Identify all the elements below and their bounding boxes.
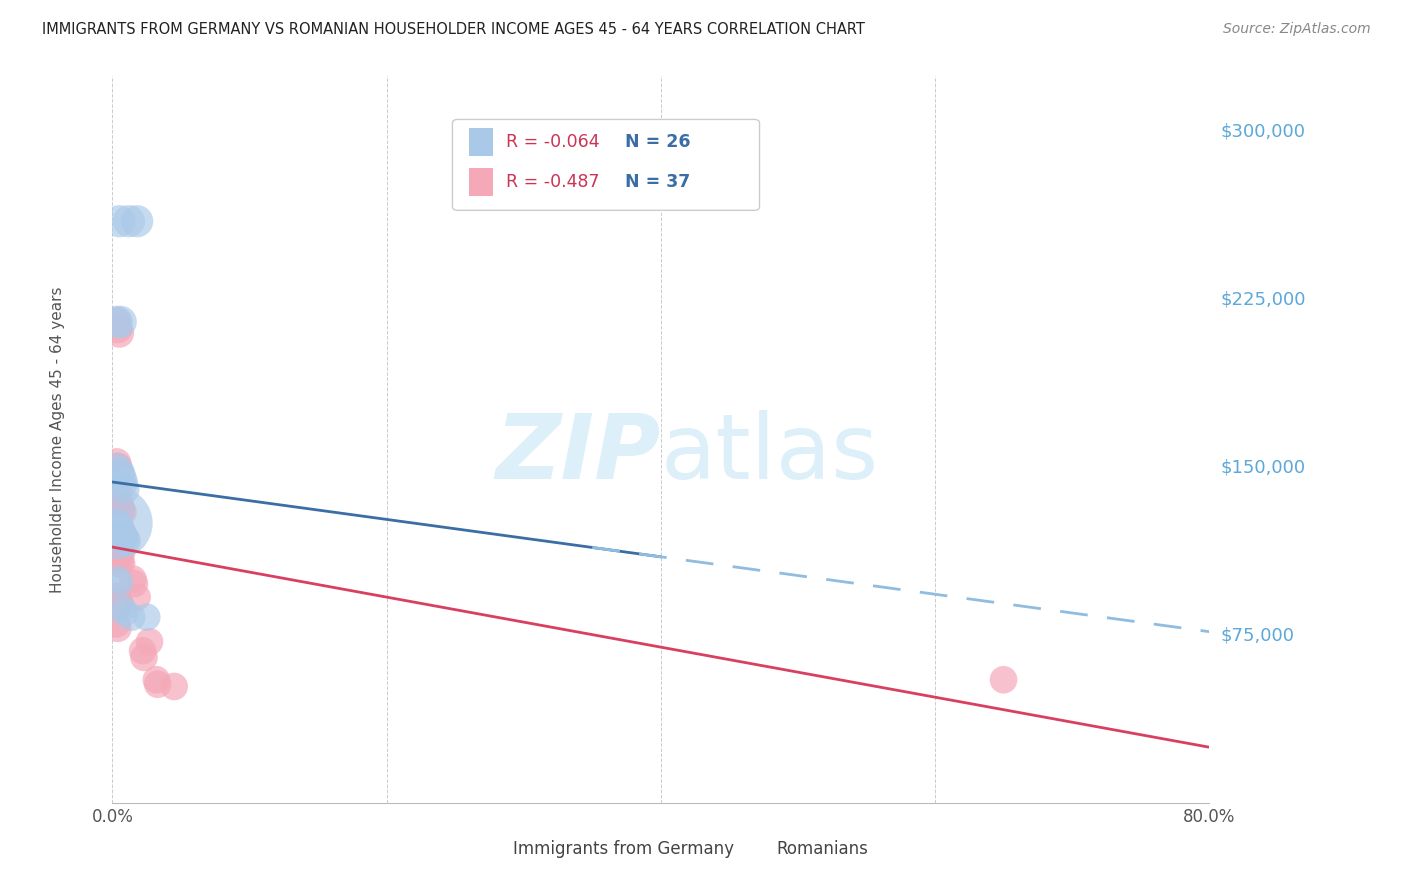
Point (107, 621, 129, 635)
Point (108, 326, 131, 340)
Text: atlas: atlas (661, 409, 879, 498)
Point (107, 541, 129, 555)
Point (108, 523, 131, 537)
Point (127, 590, 149, 604)
Point (105, 616, 128, 631)
Point (107, 518, 129, 533)
Point (107, 493, 129, 508)
Point (111, 527, 134, 541)
Point (111, 527, 134, 541)
Point (146, 677, 169, 691)
Point (114, 483, 136, 497)
Text: $75,000: $75,000 (1220, 626, 1294, 644)
Point (110, 315, 132, 329)
Text: $300,000: $300,000 (1220, 123, 1305, 141)
Point (122, 572, 145, 586)
Point (108, 554, 131, 568)
Point (108, 465, 131, 479)
Point (110, 467, 132, 481)
Point (107, 321, 129, 335)
Text: Source: ZipAtlas.com: Source: ZipAtlas.com (1223, 22, 1371, 37)
Text: Householder Income Ages 45 - 64 years: Householder Income Ages 45 - 64 years (51, 286, 65, 592)
Point (105, 516, 128, 531)
Point (110, 523, 132, 537)
Point (138, 634, 160, 648)
Text: $225,000: $225,000 (1220, 291, 1306, 309)
Point (132, 650, 155, 665)
Point (111, 505, 134, 519)
Point (127, 214, 149, 228)
Point (108, 498, 131, 512)
Text: ZIP: ZIP (495, 409, 661, 498)
Point (107, 594, 129, 608)
Point (108, 214, 131, 228)
Point (105, 456, 128, 470)
Point (110, 545, 132, 559)
Point (163, 680, 186, 694)
FancyBboxPatch shape (453, 120, 759, 211)
Point (124, 576, 146, 591)
Point (108, 543, 131, 558)
Point (121, 610, 143, 624)
Point (107, 549, 129, 564)
Text: IMMIGRANTS FROM GERMANY VS ROMANIAN HOUSEHOLDER INCOME AGES 45 - 64 YEARS CORREL: IMMIGRANTS FROM GERMANY VS ROMANIAN HOUS… (42, 22, 865, 37)
Point (112, 475, 135, 490)
Point (105, 516, 128, 531)
Point (145, 673, 167, 687)
Point (135, 610, 157, 624)
FancyBboxPatch shape (727, 832, 765, 864)
Point (105, 460, 128, 475)
Point (107, 460, 129, 475)
Text: Romanians: Romanians (776, 839, 868, 857)
Point (105, 590, 128, 604)
Text: N = 26: N = 26 (624, 133, 690, 151)
Point (131, 643, 153, 657)
Text: $150,000: $150,000 (1220, 458, 1305, 476)
Point (110, 502, 132, 516)
FancyBboxPatch shape (464, 832, 502, 864)
Point (112, 530, 135, 544)
Point (107, 572, 129, 586)
Point (111, 471, 134, 485)
FancyBboxPatch shape (470, 128, 494, 156)
Point (993, 673, 1015, 687)
Point (114, 606, 136, 620)
Point (111, 601, 134, 615)
Point (108, 597, 131, 611)
Point (110, 525, 132, 540)
Text: R = -0.064: R = -0.064 (506, 133, 600, 151)
Text: N = 37: N = 37 (624, 173, 690, 191)
Point (115, 534, 138, 549)
Point (105, 315, 128, 329)
Point (114, 532, 136, 546)
Point (107, 518, 129, 533)
Point (108, 521, 131, 535)
Point (105, 315, 128, 329)
Point (108, 576, 131, 591)
FancyBboxPatch shape (470, 169, 494, 195)
Text: Immigrants from Germany: Immigrants from Germany (513, 839, 734, 857)
Point (112, 530, 135, 544)
Point (105, 516, 128, 531)
Text: R = -0.487: R = -0.487 (506, 173, 600, 191)
Point (110, 557, 132, 571)
Point (118, 214, 141, 228)
Point (105, 539, 128, 553)
